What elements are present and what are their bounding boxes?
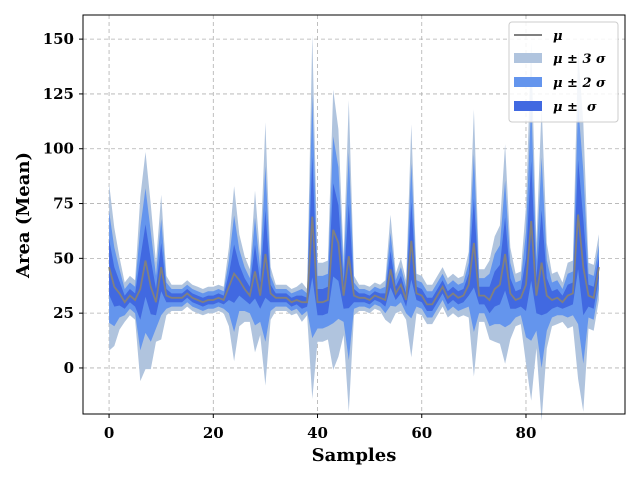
band-3sigma: [109, 34, 599, 421]
legend-3sigma-swatch: [514, 53, 542, 63]
legend-box: [508, 21, 619, 123]
x-axis-label: Samples: [312, 445, 397, 466]
x-tick-label: 80: [516, 424, 537, 442]
band-3sigma-area: [109, 34, 599, 421]
legend-3sigma-label: μ ± 3 σ: [553, 52, 606, 67]
y-tick-label: 125: [43, 85, 74, 103]
x-tick-label: 20: [203, 424, 224, 442]
legend-mean-label: μ: [553, 29, 563, 44]
x-tick-label: 0: [104, 424, 114, 442]
mean-series-line: [108, 214, 600, 306]
legend-1sigma-swatch: [514, 101, 542, 111]
legend-1sigma-label: μ ± σ: [553, 100, 597, 115]
y-axis-label: Area (Mean): [13, 152, 34, 279]
legend-2sigma-swatch: [514, 77, 542, 87]
plot-frame: [82, 14, 626, 415]
legend: μ μ ± 3 σ μ ± 2 σ μ ± σ: [508, 21, 619, 123]
y-tick-label: 150: [43, 30, 74, 48]
x-tick-label: 40: [307, 424, 328, 442]
y-tick-label: 25: [53, 304, 74, 322]
x-axis: 0 20 40 60 80: [104, 414, 537, 442]
y-tick-label: 0: [64, 359, 74, 377]
legend-2sigma-label: μ ± 2 σ: [553, 76, 606, 91]
x-tick-label: 60: [411, 424, 432, 442]
y-tick-label: 50: [53, 249, 74, 267]
y-tick-label: 75: [53, 195, 74, 213]
mean-line: [108, 214, 600, 306]
y-tick-label: 100: [43, 140, 74, 158]
y-axis: 0 25 50 75 100 125 150: [43, 30, 83, 377]
